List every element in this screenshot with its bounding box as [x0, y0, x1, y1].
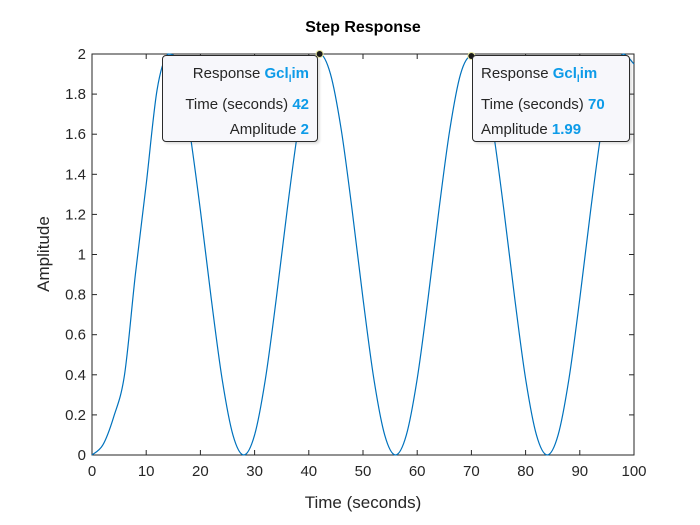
datatip-1-amplitude-row: Amplitude 2 — [171, 117, 309, 142]
y-tick-label: 1.6 — [65, 126, 86, 143]
y-tick-label: 0 — [78, 447, 86, 464]
x-tick-label: 100 — [621, 463, 646, 480]
x-tick-label: 80 — [517, 463, 534, 480]
datatip-2-time-value: 70 — [587, 96, 605, 113]
datatip-2[interactable]: Response Gcllim Time (seconds) 70 Amplit… — [472, 55, 630, 142]
x-tick-label: 0 — [88, 463, 96, 480]
datatip-1-response-name: Gcllim — [264, 65, 309, 85]
chart-title: Step Response — [305, 19, 421, 36]
y-tick-label: 1.8 — [65, 86, 86, 103]
x-tick-label: 90 — [571, 463, 588, 480]
datatip-2-amplitude-value: 1.99 — [551, 121, 582, 138]
datatip-2-response-name: Gcllim — [552, 65, 598, 85]
y-tick-label: 2 — [78, 46, 86, 63]
y-tick-label: 0.8 — [65, 287, 86, 304]
datatip-1-time-value: 42 — [292, 96, 309, 113]
x-tick-label: 30 — [246, 463, 263, 480]
datatip-1-time-label: Time (seconds) — [185, 96, 289, 113]
y-tick-label: 1 — [78, 247, 86, 264]
datatip-1-response-row: Response Gcllim — [171, 61, 309, 92]
datatip-1-amplitude-value: 2 — [300, 121, 309, 138]
x-tick-label: 50 — [355, 463, 372, 480]
datatip-2-time-label: Time (seconds) — [481, 96, 584, 113]
datatip-marker-1[interactable] — [315, 50, 324, 58]
datatip-1-response-label: Response — [192, 65, 261, 82]
datatip-2-response-label: Response — [481, 65, 549, 82]
y-tick-label: 1.4 — [65, 166, 86, 183]
x-tick-label: 70 — [463, 463, 480, 480]
x-tick-label: 40 — [300, 463, 317, 480]
datatip-2-time-row: Time (seconds) 70 — [481, 92, 621, 117]
x-tick-label: 10 — [138, 463, 155, 480]
datatip-2-amplitude-row: Amplitude 1.99 — [481, 117, 621, 142]
datatip-2-response-row: Response Gcllim — [481, 61, 621, 92]
x-tick-label: 60 — [409, 463, 426, 480]
datatip-1[interactable]: Response Gcllim Time (seconds) 42 Amplit… — [162, 55, 318, 142]
y-tick-label: 0.6 — [65, 327, 86, 344]
datatip-1-amplitude-label: Amplitude — [229, 121, 297, 138]
axis-tick-labels: 0 10 20 30 40 50 60 70 80 90 100 0 0.2 0.4 0.6 0.8 1 1.2 1… — [65, 46, 646, 480]
x-tick-label: 20 — [192, 463, 209, 480]
y-tick-label: 1.2 — [65, 206, 86, 223]
x-axis-label: Time (seconds) — [305, 493, 422, 512]
datatip-2-amplitude-label: Amplitude — [481, 121, 548, 138]
y-tick-label: 0.4 — [65, 367, 86, 384]
y-axis-label: Amplitude — [34, 216, 53, 292]
datatip-1-time-row: Time (seconds) 42 — [171, 92, 309, 117]
y-tick-label: 0.2 — [65, 407, 86, 424]
